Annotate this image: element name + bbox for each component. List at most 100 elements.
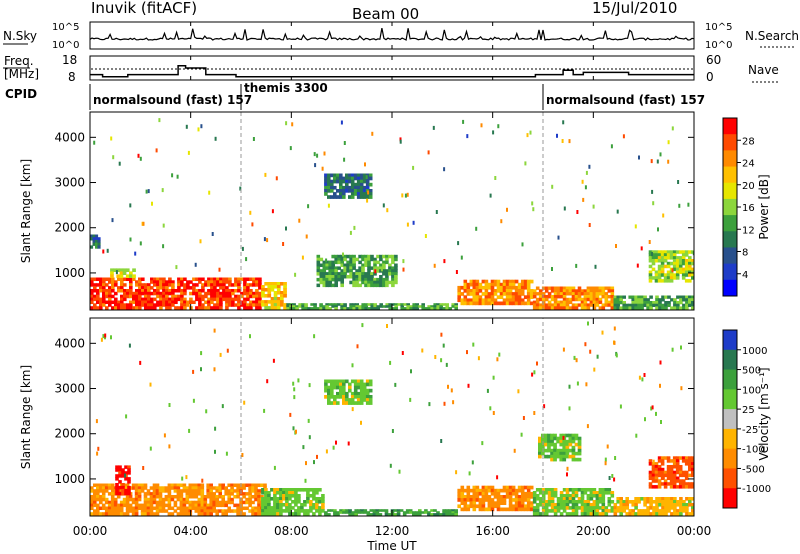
data-cell: [180, 297, 184, 302]
data-cell: [565, 503, 570, 507]
data-cell: [129, 237, 132, 242]
data-cell: [365, 379, 370, 384]
data-cell: [200, 486, 205, 490]
data-cell: [164, 489, 169, 493]
data-cell: [349, 307, 353, 310]
data-cell: [124, 491, 128, 496]
data-cell: [442, 343, 445, 348]
data-cell: [657, 273, 662, 277]
data-cell: [661, 306, 665, 310]
data-cell: [185, 497, 190, 502]
data-cell: [303, 509, 307, 513]
data-cell: [138, 289, 142, 293]
data-cell: [301, 307, 305, 310]
data-cell: [517, 282, 522, 287]
data-cell: [367, 254, 371, 259]
data-cell: [203, 509, 208, 513]
data-cell: [222, 286, 226, 290]
data-cell: [328, 307, 332, 310]
data-cell: [358, 305, 362, 308]
data-cell: [616, 303, 620, 307]
data-cell: [574, 494, 579, 498]
data-cell: [466, 301, 471, 306]
data-cell: [257, 503, 261, 508]
data-cell: [149, 446, 152, 451]
data-cell: [397, 303, 401, 306]
data-cell: [517, 301, 522, 306]
data-cell: [652, 500, 656, 504]
data-cell: [681, 482, 686, 486]
data-cell: [324, 388, 328, 393]
colorbar-swatch: [723, 389, 737, 410]
data-cell: [385, 280, 389, 285]
data-cell: [556, 497, 561, 501]
data-cell: [553, 454, 557, 459]
data-cell: [391, 275, 395, 279]
data-cell: [225, 277, 229, 281]
data-cell: [499, 289, 504, 293]
data-cell: [336, 379, 340, 384]
data-cell: [655, 500, 659, 504]
data-cell: [589, 289, 594, 293]
data-cell: [577, 295, 582, 299]
data-cell: [648, 240, 651, 244]
data-cell: [126, 294, 130, 299]
data-cell: [654, 270, 659, 274]
data-cell: [484, 491, 489, 496]
data-cell: [185, 512, 190, 516]
data-cell: [663, 259, 668, 263]
data-cell: [147, 294, 151, 299]
data-cell: [108, 277, 112, 281]
data-cell: [330, 182, 334, 187]
data-cell: [580, 491, 585, 495]
data-cell: [394, 257, 398, 262]
data-cell: [454, 305, 458, 308]
data-cell: [348, 179, 352, 184]
data-cell: [267, 494, 271, 498]
data-cell: [508, 292, 513, 296]
data-cell: [141, 289, 145, 293]
data-cell: [105, 289, 109, 293]
data-cell: [666, 456, 671, 460]
data-cell: [684, 273, 689, 277]
data-cell: [350, 185, 355, 190]
data-cell: [298, 218, 301, 223]
data-cell: [270, 509, 274, 513]
data-cell: [559, 436, 564, 441]
data-cell: [658, 509, 662, 513]
data-cell: [325, 263, 329, 267]
data-cell: [134, 509, 139, 513]
data-cell: [152, 506, 157, 510]
data-cell: [391, 277, 395, 282]
data-cell: [96, 306, 100, 310]
data-cell: [162, 297, 166, 302]
data-cell: [173, 486, 178, 490]
data-cell: [101, 489, 106, 493]
data-cell: [672, 267, 677, 272]
data-cell: [367, 307, 371, 310]
data-cell: [348, 189, 352, 193]
data-cell: [481, 504, 486, 509]
data-cell: [153, 289, 157, 293]
data-cell: [511, 292, 516, 296]
data-cell: [304, 303, 308, 306]
data-cell: [535, 497, 540, 501]
data-cell: [475, 282, 480, 287]
data-cell: [472, 292, 477, 296]
data-cell: [394, 269, 398, 273]
data-cell: [360, 509, 364, 512]
data-cell: [589, 497, 594, 501]
data-cell: [562, 509, 567, 513]
data-cell: [478, 298, 483, 303]
data-cell: [568, 384, 571, 389]
data-cell: [170, 486, 175, 490]
data-cell: [688, 301, 692, 305]
data-cell: [152, 497, 157, 502]
data-cell: [90, 300, 94, 304]
data-cell: [688, 298, 692, 302]
data-cell: [574, 451, 579, 456]
data-cell: [478, 282, 483, 287]
data-cell: [241, 453, 244, 457]
data-cell: [297, 509, 301, 513]
data-cell: [349, 303, 353, 306]
